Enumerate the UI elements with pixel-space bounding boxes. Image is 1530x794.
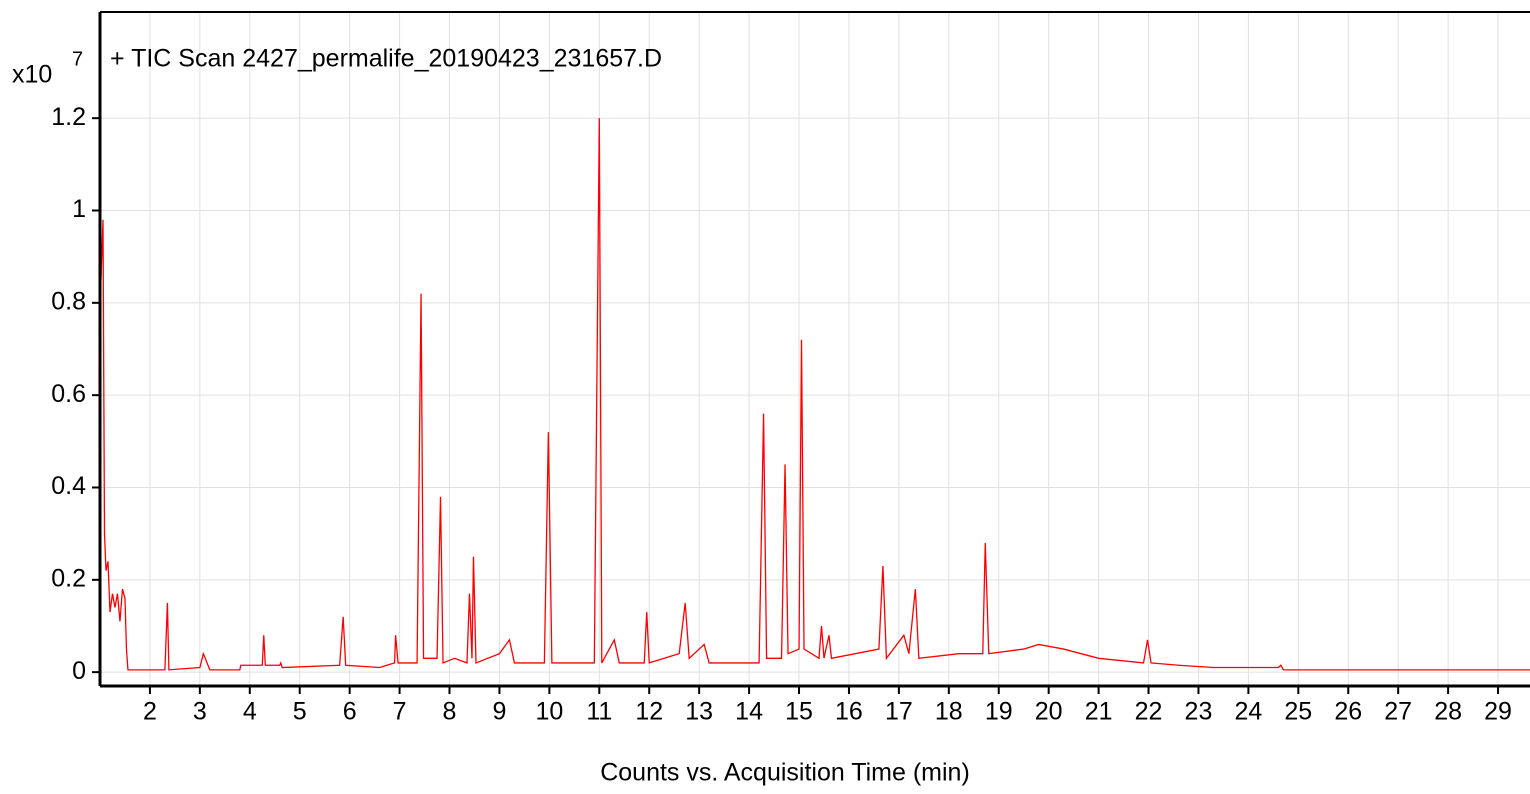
- y-scale-label: x10: [12, 61, 52, 89]
- x-tick-label: 22: [1135, 698, 1163, 726]
- x-tick-label: 7: [393, 698, 407, 726]
- x-tick-label: 26: [1334, 698, 1362, 726]
- x-tick-label: 13: [685, 698, 713, 726]
- x-tick-label: 5: [293, 698, 307, 726]
- x-tick-label: 19: [985, 698, 1013, 726]
- x-tick-label: 29: [1484, 698, 1512, 726]
- y-tick-label: 1: [72, 195, 86, 223]
- x-tick-label: 14: [735, 698, 763, 726]
- y-tick-label: 0: [72, 657, 86, 685]
- y-tick-label: 0.6: [51, 380, 86, 408]
- x-tick-label: 6: [343, 698, 357, 726]
- x-tick-label: 25: [1284, 698, 1312, 726]
- y-tick-label: 0.8: [51, 287, 86, 315]
- y-tick-label: 0.4: [51, 472, 86, 500]
- x-tick-label: 16: [835, 698, 863, 726]
- x-tick-label: 18: [935, 698, 963, 726]
- x-tick-label: 12: [635, 698, 663, 726]
- y-tick-label: 0.2: [51, 564, 86, 592]
- x-tick-label: 9: [492, 698, 506, 726]
- x-tick-label: 10: [535, 698, 563, 726]
- x-tick-label: 11: [586, 698, 612, 726]
- x-tick-label: 28: [1434, 698, 1462, 726]
- x-tick-label: 23: [1185, 698, 1213, 726]
- x-tick-label: 8: [443, 698, 457, 726]
- x-tick-label: 27: [1384, 698, 1412, 726]
- y-tick-label: 1.2: [51, 103, 86, 131]
- x-tick-label: 20: [1035, 698, 1063, 726]
- x-tick-label: 15: [785, 698, 813, 726]
- x-tick-label: 2: [143, 698, 157, 726]
- x-tick-label: 24: [1234, 698, 1262, 726]
- chart-title: + TIC Scan 2427_permalife_20190423_23165…: [110, 45, 662, 73]
- x-tick-label: 4: [243, 698, 257, 726]
- x-tick-label: 17: [885, 698, 913, 726]
- x-axis-label: Counts vs. Acquisition Time (min): [600, 759, 970, 787]
- chromatogram-line: [100, 118, 1530, 671]
- x-tick-label: 21: [1085, 698, 1113, 726]
- y-scale-exponent: 7: [72, 48, 83, 70]
- x-tick-label: 3: [193, 698, 207, 726]
